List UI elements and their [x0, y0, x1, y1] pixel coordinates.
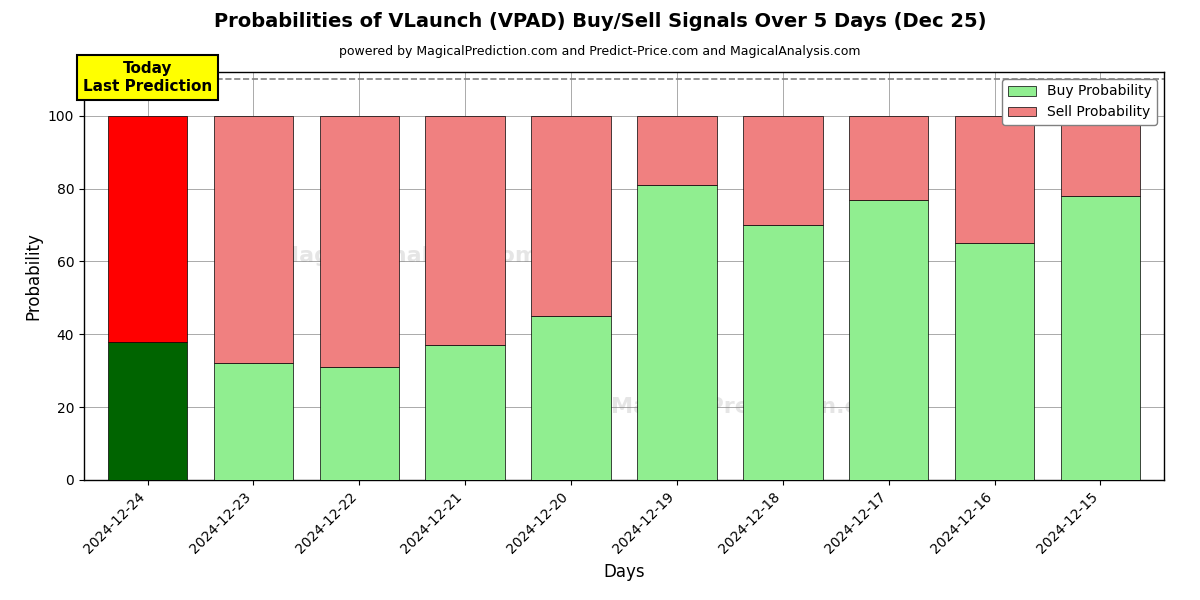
Bar [319, 367, 400, 480]
X-axis label: Days: Days [604, 563, 644, 581]
Bar [743, 116, 822, 225]
Legend: Buy Probability, Sell Probability: Buy Probability, Sell Probability [1002, 79, 1157, 125]
Text: Probabilities of VLaunch (VPAD) Buy/Sell Signals Over 5 Days (Dec 25): Probabilities of VLaunch (VPAD) Buy/Sell… [214, 12, 986, 31]
Text: MagicalAnalysis.com: MagicalAnalysis.com [277, 245, 539, 266]
Bar [850, 116, 929, 199]
Bar [637, 116, 716, 185]
Bar [637, 185, 716, 480]
Bar [1061, 196, 1140, 480]
Bar [319, 116, 400, 367]
Bar [1061, 116, 1140, 196]
Bar [426, 116, 505, 345]
Bar [108, 341, 187, 480]
Bar [532, 116, 611, 316]
Bar [850, 199, 929, 480]
Y-axis label: Probability: Probability [24, 232, 42, 320]
Bar [743, 225, 822, 480]
Text: powered by MagicalPrediction.com and Predict-Price.com and MagicalAnalysis.com: powered by MagicalPrediction.com and Pre… [340, 44, 860, 58]
Text: MagicalPrediction.com: MagicalPrediction.com [611, 397, 896, 416]
Bar [108, 116, 187, 341]
Bar [955, 116, 1034, 243]
Bar [214, 116, 293, 364]
Bar [532, 316, 611, 480]
Text: Today
Last Prediction: Today Last Prediction [83, 61, 212, 94]
Bar [955, 243, 1034, 480]
Bar [426, 345, 505, 480]
Bar [214, 364, 293, 480]
